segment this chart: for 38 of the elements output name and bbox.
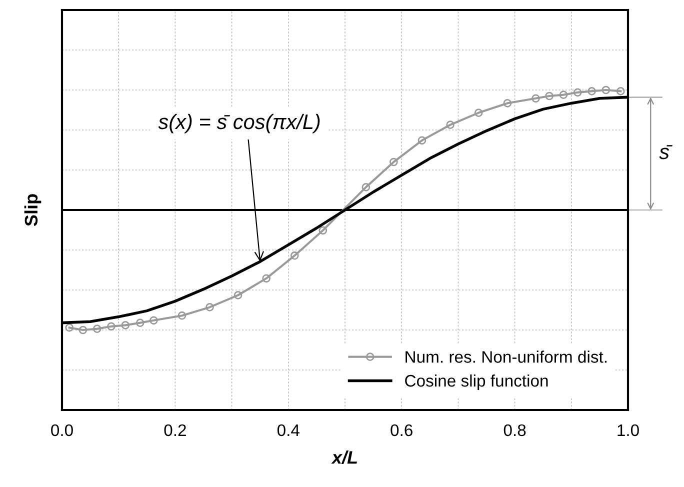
point bbox=[573, 88, 582, 97]
point bbox=[262, 274, 270, 283]
point bbox=[616, 87, 625, 96]
point bbox=[206, 303, 214, 312]
point bbox=[474, 108, 483, 117]
x-axis-title: x/L bbox=[331, 450, 357, 464]
point bbox=[136, 318, 144, 327]
point bbox=[290, 251, 299, 260]
point bbox=[532, 94, 540, 103]
y-axis-title: Slip bbox=[24, 194, 42, 226]
point bbox=[150, 316, 158, 325]
point bbox=[362, 183, 370, 192]
point bbox=[390, 158, 398, 166]
x-tick-label: 0.2 bbox=[164, 424, 186, 436]
point bbox=[602, 86, 610, 94]
legend-label: Num. res. Non-uniform dist. bbox=[406, 350, 606, 363]
x-tick-label: 0.8 bbox=[504, 424, 526, 436]
point bbox=[318, 226, 328, 235]
point bbox=[178, 311, 186, 320]
x-tick-label: 0.4 bbox=[277, 424, 300, 436]
x-tick-label: 0.6 bbox=[390, 424, 412, 436]
point bbox=[65, 323, 74, 332]
legend-label: Cosine slip function bbox=[405, 374, 548, 390]
annotation: s(x) = s̄ cos(πx/L) bbox=[158, 114, 320, 134]
point bbox=[234, 291, 242, 300]
point bbox=[92, 324, 102, 333]
point bbox=[559, 90, 568, 99]
point bbox=[446, 120, 454, 129]
point bbox=[503, 99, 512, 108]
point bbox=[418, 136, 426, 145]
point bbox=[545, 92, 554, 100]
point bbox=[121, 321, 130, 330]
x-tick-label: 0.0 bbox=[51, 424, 73, 436]
point bbox=[107, 322, 116, 331]
x-tick-label: 1.0 bbox=[618, 424, 639, 436]
annotation: s̄ bbox=[659, 145, 672, 160]
point bbox=[78, 326, 88, 334]
point bbox=[588, 87, 596, 96]
